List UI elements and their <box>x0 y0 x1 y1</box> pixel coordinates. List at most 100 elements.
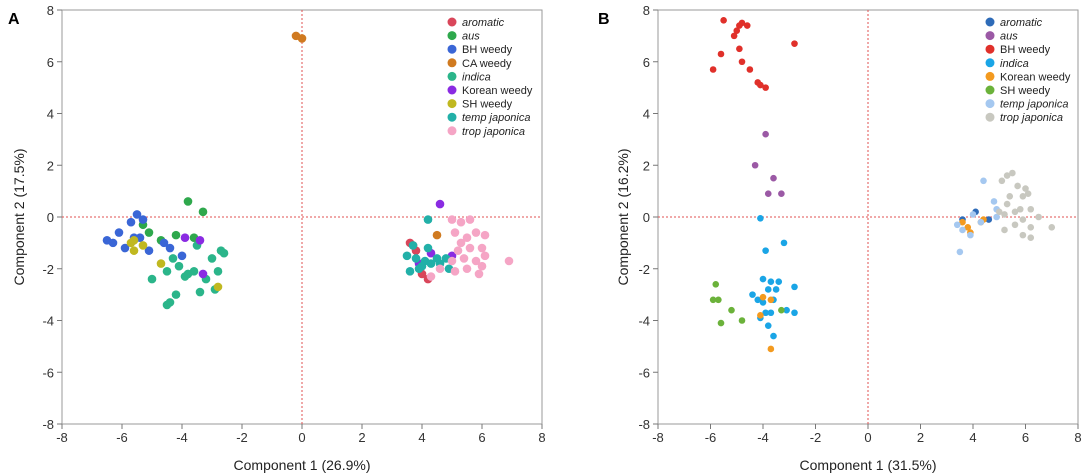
panel-a-point-temp-japonica <box>402 251 412 261</box>
panel-a-x-tick-label: -4 <box>176 430 188 445</box>
panel-b-point-trop-japonica <box>1014 182 1021 190</box>
panel-b-point-trop-japonica <box>1019 231 1027 239</box>
panel-b-legend-label-aromatic: aromatic <box>1000 17 1043 29</box>
panel-a-point-indica <box>147 274 157 284</box>
panel-a-point-ca-weedy <box>432 230 442 240</box>
panel-a-point-sh-weedy <box>213 282 223 292</box>
panel-b-point-korean-weedy <box>767 345 775 353</box>
panel-b-point-trop-japonica <box>1027 224 1035 231</box>
panel-b-x-axis-title: Component 1 (31.5%) <box>800 457 937 473</box>
panel-b-point-temp-japonica <box>980 177 987 185</box>
panel-b-letter: B <box>598 11 610 28</box>
panel-b-point-bh-weedy <box>762 84 769 91</box>
panel-a-point-bh-weedy <box>114 228 124 237</box>
panel-a-x-tick-label: 4 <box>418 430 425 445</box>
panel-a-point-temp-japonica <box>408 241 418 250</box>
panel-b-point-bh-weedy <box>738 19 746 27</box>
panel-a-point-trop-japonica <box>456 238 466 248</box>
panel-a-point-trop-japonica <box>474 269 484 279</box>
panel-a-point-sh-weedy <box>156 259 166 268</box>
panel-a-point-sh-weedy <box>138 241 148 250</box>
panel-b-point-korean-weedy <box>757 312 764 319</box>
panel-a-point-trop-japonica <box>471 256 481 266</box>
panel-a-point-trop-japonica <box>465 243 475 253</box>
panel-a-y-tick-label: -8 <box>42 417 54 432</box>
panel-b-point-bh-weedy <box>709 66 717 73</box>
panel-a-point-indica <box>168 254 178 263</box>
panel-a-point-bh-weedy <box>144 246 154 255</box>
panel-b-point-sh-weedy <box>728 306 735 314</box>
panel-b-point-indica <box>767 309 775 317</box>
panel-a-point-trop-japonica <box>447 215 457 224</box>
panel-a-y-tick-label: 6 <box>47 55 54 70</box>
panel-b-point-sh-weedy <box>709 296 717 304</box>
panel-b-point-bh-weedy <box>733 27 741 34</box>
panel-b-point-temp-japonica <box>990 198 998 205</box>
panel-b-x-tick-label: -6 <box>705 430 717 445</box>
panel-b-y-tick-label: 4 <box>643 107 650 122</box>
panel-a-point-indica <box>174 261 184 271</box>
panel-b-legend-marker-aromatic <box>985 17 995 27</box>
panel-a-point-trop-japonica <box>504 256 514 266</box>
panel-a-legend-marker-ca-weedy <box>447 58 457 68</box>
panel-a-point-trop-japonica <box>426 272 436 281</box>
panel-a-point-bh-weedy <box>138 215 148 224</box>
panel-b-point-trop-japonica <box>1022 185 1029 192</box>
panel-a-legend-marker-aromatic <box>447 17 457 27</box>
panel-a-legend-label-sh-weedy: SH weedy <box>462 99 513 111</box>
panel-b-legend-label-temp-japonica: temp japonica <box>1000 99 1069 111</box>
panel-b-point-bh-weedy <box>757 81 764 89</box>
panel-b-legend-label-trop-japonica: trop japonica <box>1000 112 1063 124</box>
panel-a-point-temp-japonica <box>405 267 415 276</box>
panel-a-legend-marker-aus <box>447 31 457 41</box>
panel-a-letter: A <box>8 11 20 28</box>
panel-b-point-sh-weedy <box>715 296 722 304</box>
panel-b-y-tick-label: -8 <box>638 417 650 432</box>
panel-a-point-bh-weedy <box>126 217 136 227</box>
panel-a-point-trop-japonica <box>465 215 475 224</box>
panel-b-point-indica <box>762 309 769 317</box>
panel-b-point-aus <box>778 190 785 198</box>
panel-a-legend-marker-indica <box>447 71 457 81</box>
panel-b-legend-marker-indica <box>985 58 995 68</box>
panel-a-legend-marker-korean-weedy <box>447 85 457 95</box>
panel-b-point-temp-japonica <box>953 221 961 229</box>
panel-b-point-trop-japonica <box>1001 226 1008 234</box>
panel-a-legend-marker-bh-weedy <box>447 44 457 54</box>
panel-b-legend-marker-trop-japonica <box>985 112 995 122</box>
panel-b-y-tick-label: -6 <box>638 365 650 380</box>
panel-b-point-indica <box>764 286 772 293</box>
panel-b-point-trop-japonica <box>1035 213 1042 221</box>
panel-a-y-tick-label: 8 <box>47 3 54 18</box>
panel-b-point-aus <box>770 174 777 182</box>
panel-b-point-indica <box>780 239 788 247</box>
panel-b-legend-label-aus: aus <box>1000 31 1018 43</box>
panel-a-point-trop-japonica <box>450 228 460 237</box>
panel-b-point-indica <box>759 299 767 306</box>
panel-b-point-trop-japonica <box>1048 224 1056 231</box>
panel-a-point-bh-weedy <box>159 238 169 248</box>
panel-b-point-indica <box>754 296 762 304</box>
panel-b-point-trop-japonica <box>1001 211 1008 218</box>
panel-b-point-trop-japonica <box>1016 205 1024 213</box>
panel-b-point-aus <box>751 161 759 169</box>
panel-a-point-indica <box>213 267 223 276</box>
panel-b-x-tick-label: -4 <box>757 430 769 445</box>
panel-a-point-trop-japonica <box>459 254 469 263</box>
panel-a-point-trop-japonica <box>477 243 487 253</box>
panel-a-point-indica <box>162 267 172 276</box>
panel-b-x-tick-label: -2 <box>810 430 822 445</box>
panel-b-point-indica <box>749 291 756 298</box>
panel-a-point-aus <box>171 230 181 240</box>
panel-a-point-bh-weedy <box>132 210 142 219</box>
panel-b-point-sh-weedy <box>778 306 785 314</box>
panel-b-x-tick-label: 8 <box>1074 430 1081 445</box>
panel-a-point-trop-japonica <box>480 251 490 261</box>
panel-b-y-tick-label: 0 <box>643 210 650 225</box>
panel-a-point-indica <box>162 300 172 310</box>
panel-b-point-trop-japonica <box>1009 169 1016 177</box>
panel-a-x-tick-label: 6 <box>478 430 485 445</box>
panel-b-point-aus <box>762 130 769 138</box>
panel-b-y-axis-title: Component 2 (16.2%) <box>615 149 631 286</box>
panel-a-point-indica <box>216 246 226 255</box>
